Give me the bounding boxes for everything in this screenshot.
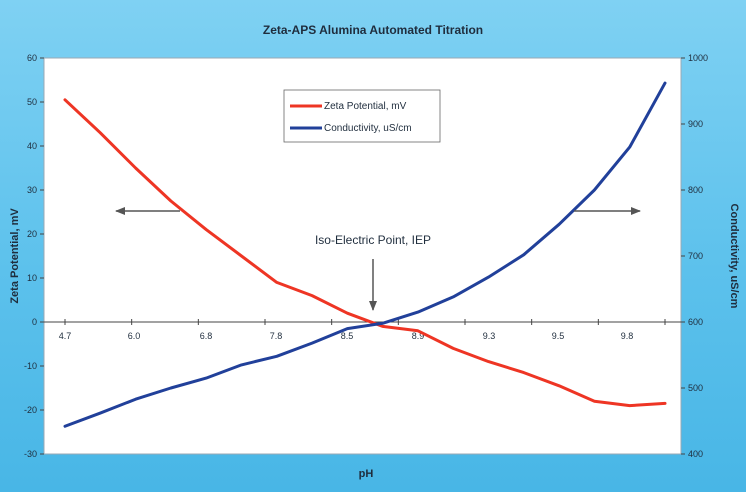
x-axis-label: pH [359, 468, 374, 480]
right-axis-ticks: 400 500 600 700 800 900 1000 [681, 53, 708, 459]
x-tick-label: 9.8 [621, 331, 634, 341]
right-axis-label: Conductivity, uS/cm [728, 204, 740, 309]
x-tick-label: 9.5 [552, 331, 565, 341]
left-axis-ticks: -30 -20 -10 0 10 20 30 40 50 60 [24, 53, 44, 459]
series-layer [63, 81, 667, 428]
legend-label-conductivity: Conductivity, uS/cm [324, 123, 412, 134]
x-tick-label: 4.7 [59, 331, 72, 341]
left-tick-label: 60 [27, 53, 37, 63]
left-axis-label: Zeta Potential, mV [9, 208, 21, 304]
x-axis-ticks: 4.7 6.0 6.8 7.8 8.5 8.9 9.3 9.5 9.8 [59, 319, 666, 341]
left-tick-label: 30 [27, 185, 37, 195]
left-tick-label: 50 [27, 97, 37, 107]
left-tick-label: -30 [24, 449, 37, 459]
conductivity-line [63, 81, 667, 428]
left-tick-label: 0 [32, 317, 37, 327]
right-tick-label: 1000 [688, 53, 708, 63]
x-tick-label: 6.8 [200, 331, 213, 341]
left-tick-label: -20 [24, 405, 37, 415]
legend-box [283, 89, 441, 143]
zeta-potential-line [63, 98, 667, 408]
legend: Zeta Potential, mV Conductivity, uS/cm [283, 89, 441, 143]
left-tick-label: 20 [27, 229, 37, 239]
right-tick-label: 900 [688, 119, 703, 129]
legend-label-zeta: Zeta Potential, mV [324, 101, 407, 112]
right-tick-label: 500 [688, 383, 703, 393]
right-tick-label: 800 [688, 185, 703, 195]
left-tick-label: -10 [24, 361, 37, 371]
x-tick-label: 8.5 [341, 331, 354, 341]
chart-title: Zeta-APS Alumina Automated Titration [263, 23, 483, 37]
left-tick-label: 40 [27, 141, 37, 151]
right-tick-label: 700 [688, 251, 703, 261]
x-tick-label: 8.9 [412, 331, 425, 341]
left-tick-label: 10 [27, 273, 37, 283]
x-tick-label: 7.8 [270, 331, 283, 341]
x-tick-label: 9.3 [483, 331, 496, 341]
right-tick-label: 600 [688, 317, 703, 327]
iep-annotation: Iso-Electric Point, IEP [315, 233, 431, 247]
x-tick-label: 6.0 [128, 331, 141, 341]
right-tick-label: 400 [688, 449, 703, 459]
